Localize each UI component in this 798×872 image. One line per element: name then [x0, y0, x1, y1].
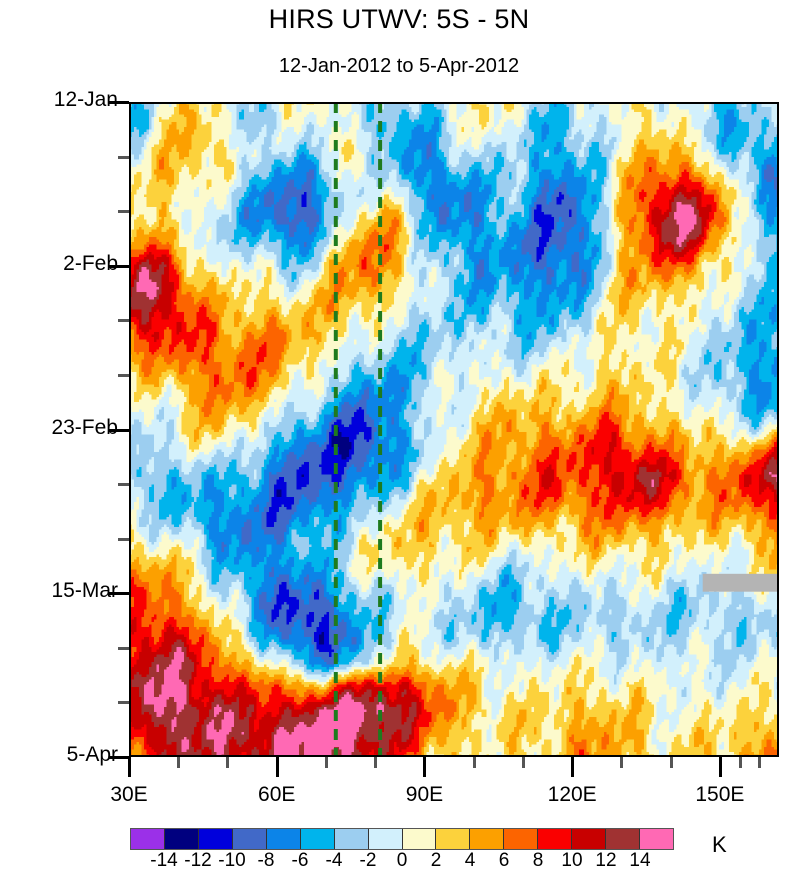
x-axis-tick-label: 150E: [675, 783, 765, 807]
y-axis-minor-tick: [118, 374, 129, 377]
colorbar-swatch: [335, 829, 369, 849]
page-subtitle: 12-Jan-2012 to 5-Apr-2012: [0, 55, 798, 78]
y-axis-minor-tick: [118, 701, 129, 704]
colorbar-swatch: [538, 829, 572, 849]
colorbar-swatch: [267, 829, 301, 849]
x-axis-minor-tick: [620, 757, 623, 768]
colorbar-swatch: [199, 829, 233, 849]
y-axis-minor-tick: [118, 319, 129, 322]
colorbar-swatch: [436, 829, 470, 849]
hovmoller-plot: [129, 102, 779, 757]
colorbar-swatch: [403, 829, 437, 849]
colorbar-swatch: [572, 829, 606, 849]
y-axis-major-tick: [109, 756, 129, 759]
x-axis-minor-tick: [226, 757, 229, 768]
colorbar-swatch: [504, 829, 538, 849]
x-axis-tick-label: 60E: [232, 783, 322, 807]
colorbar-swatch: [131, 829, 165, 849]
colorbar-swatch: [233, 829, 267, 849]
plot-frame: [129, 102, 779, 757]
x-axis-tick-label: 120E: [527, 783, 617, 807]
x-axis-major-tick: [719, 757, 722, 777]
colorbar: [130, 828, 674, 850]
x-axis-minor-tick: [374, 757, 377, 768]
page-title: HIRS UTWV: 5S - 5N: [0, 4, 798, 35]
x-axis-major-tick: [276, 757, 279, 777]
colorbar-swatch: [606, 829, 640, 849]
colorbar-unit-label: K: [712, 832, 727, 858]
y-axis-tick-label: 5-Apr: [0, 743, 130, 767]
x-axis-minor-tick: [522, 757, 525, 768]
y-axis-minor-tick: [118, 210, 129, 213]
y-axis-major-tick: [109, 429, 129, 432]
colorbar-swatch: [301, 829, 335, 849]
x-axis-minor-tick: [758, 757, 761, 768]
colorbar-swatch: [470, 829, 504, 849]
y-axis-minor-tick: [118, 156, 129, 159]
x-axis-minor-tick: [325, 757, 328, 768]
y-axis-minor-tick: [118, 538, 129, 541]
x-axis-major-tick: [128, 757, 131, 777]
x-axis-major-tick: [571, 757, 574, 777]
x-axis-tick-label: 90E: [379, 783, 469, 807]
y-axis-major-tick: [109, 592, 129, 595]
y-axis-tick-label: 12-Jan: [0, 88, 130, 112]
x-axis-minor-tick: [739, 757, 742, 768]
y-axis-major-tick: [109, 101, 129, 104]
y-axis-tick-label: 15-Mar: [0, 579, 130, 603]
y-axis-minor-tick: [118, 483, 129, 486]
colorbar-swatch: [165, 829, 199, 849]
y-axis-tick-label: 23-Feb: [0, 416, 130, 440]
y-axis-major-tick: [109, 265, 129, 268]
x-axis-major-tick: [423, 757, 426, 777]
colorbar-swatch: [369, 829, 403, 849]
y-axis-tick-label: 2-Feb: [0, 252, 130, 276]
x-axis-minor-tick: [670, 757, 673, 768]
y-axis-minor-tick: [118, 647, 129, 650]
x-axis-tick-label: 30E: [84, 783, 174, 807]
x-axis-minor-tick: [473, 757, 476, 768]
x-axis-minor-tick: [177, 757, 180, 768]
colorbar-swatch: [640, 829, 673, 849]
